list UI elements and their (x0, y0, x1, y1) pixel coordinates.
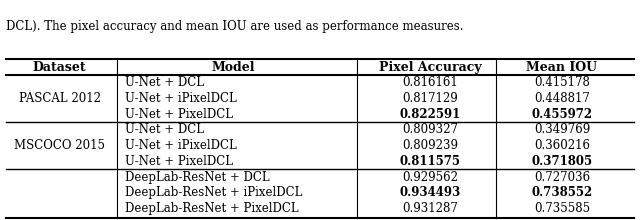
Text: 0.934493: 0.934493 (399, 186, 461, 199)
Text: Pixel Accuracy: Pixel Accuracy (379, 61, 481, 74)
Text: Mean IOU: Mean IOU (526, 61, 598, 74)
Text: 0.822591: 0.822591 (399, 108, 461, 121)
Text: 0.448817: 0.448817 (534, 92, 590, 105)
Text: Model: Model (212, 61, 255, 74)
Text: 0.735585: 0.735585 (534, 202, 590, 215)
Text: 0.931287: 0.931287 (402, 202, 458, 215)
Text: 0.809239: 0.809239 (402, 139, 458, 152)
Text: U-Net + iPixelDCL: U-Net + iPixelDCL (125, 139, 237, 152)
Text: 0.371805: 0.371805 (531, 155, 593, 168)
Text: 0.809327: 0.809327 (402, 123, 458, 136)
Text: 0.349769: 0.349769 (534, 123, 590, 136)
Text: 0.455972: 0.455972 (531, 108, 593, 121)
Text: U-Net + DCL: U-Net + DCL (125, 123, 204, 136)
Text: U-Net + iPixelDCL: U-Net + iPixelDCL (125, 92, 237, 105)
Text: U-Net + PixelDCL: U-Net + PixelDCL (125, 108, 234, 121)
Text: 0.811575: 0.811575 (399, 155, 461, 168)
Text: 0.817129: 0.817129 (402, 92, 458, 105)
Text: MSCOCO 2015: MSCOCO 2015 (14, 139, 105, 152)
Text: U-Net + DCL: U-Net + DCL (125, 76, 204, 89)
Text: 0.360216: 0.360216 (534, 139, 590, 152)
Text: 0.727036: 0.727036 (534, 170, 590, 183)
Text: DCL). The pixel accuracy and mean IOU are used as performance measures.: DCL). The pixel accuracy and mean IOU ar… (6, 20, 464, 33)
Text: 0.738552: 0.738552 (531, 186, 593, 199)
Text: 0.415178: 0.415178 (534, 76, 590, 89)
Text: 0.816161: 0.816161 (402, 76, 458, 89)
Text: 0.929562: 0.929562 (402, 170, 458, 183)
Text: PASCAL 2012: PASCAL 2012 (19, 92, 100, 105)
Text: DeepLab-ResNet + iPixelDCL: DeepLab-ResNet + iPixelDCL (125, 186, 303, 199)
Text: DeepLab-ResNet + DCL: DeepLab-ResNet + DCL (125, 170, 270, 183)
Text: U-Net + PixelDCL: U-Net + PixelDCL (125, 155, 234, 168)
Text: Dataset: Dataset (33, 61, 86, 74)
Text: DeepLab-ResNet + PixelDCL: DeepLab-ResNet + PixelDCL (125, 202, 299, 215)
